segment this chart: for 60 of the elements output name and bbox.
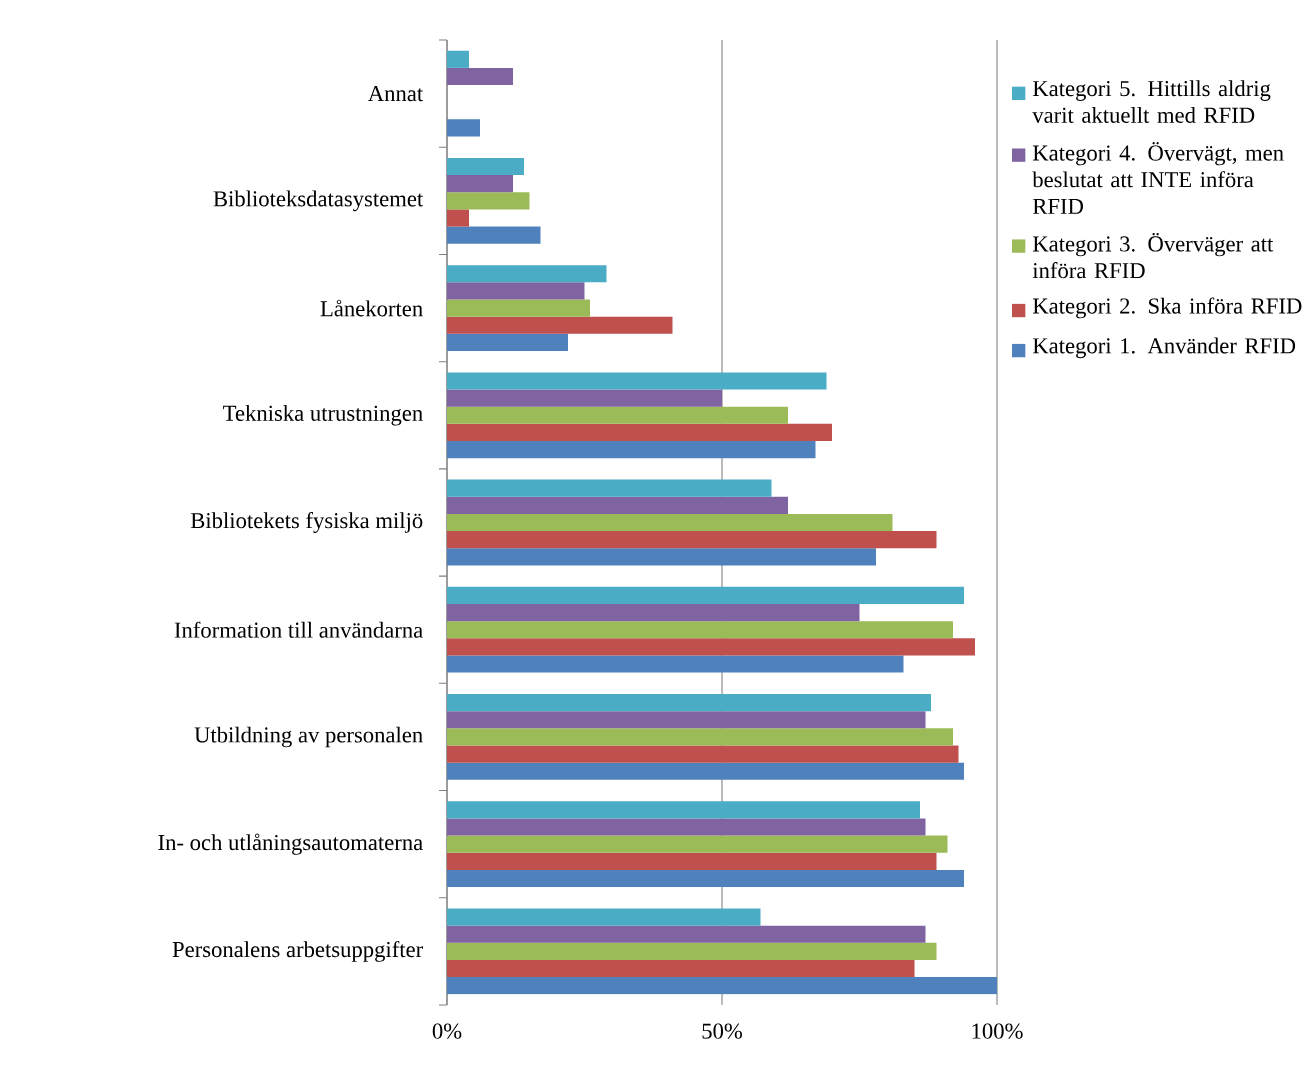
bar	[447, 745, 959, 763]
y-tick-label: Information till användarna	[174, 621, 423, 638]
bar	[447, 869, 965, 888]
bar	[447, 496, 788, 514]
y-tick-label: Personalens arbetsuppgifter	[172, 940, 423, 962]
bar	[447, 299, 591, 317]
y-tick-label: Biblioteksdatasystemet	[213, 190, 424, 212]
legend-label: Kategori 1. Använder RFID	[1032, 337, 1296, 359]
legend-label: Kategori 2. Ska införa RFID	[1032, 297, 1302, 319]
bar	[447, 67, 513, 86]
legend-label: Kategori 4. Övervägt, men beslutat att INTE införa RFID	[1032, 142, 1284, 214]
bar	[447, 209, 469, 227]
y-tick-label: In- och utlåningsautomaterna	[158, 833, 423, 855]
bar	[447, 638, 975, 656]
x-tick-label: 50%	[702, 1023, 743, 1039]
bar	[447, 192, 530, 210]
bar	[447, 908, 761, 926]
bar	[447, 621, 954, 639]
bar	[447, 119, 480, 137]
bar	[447, 513, 893, 532]
x-tick-label: 0%	[432, 1023, 462, 1039]
bar	[447, 852, 937, 870]
y-tick-label: Utbildning av personalen	[194, 726, 423, 748]
y-tick-label: Annat	[368, 86, 424, 102]
bar	[447, 711, 926, 729]
x-tick-label: 100%	[972, 1023, 1023, 1039]
bar	[447, 333, 568, 351]
bar	[447, 50, 469, 68]
bar	[447, 959, 915, 978]
bar	[447, 316, 673, 334]
bar	[447, 389, 722, 407]
bar	[447, 925, 926, 943]
bar	[447, 423, 833, 442]
bar	[447, 548, 876, 566]
bar	[447, 531, 937, 549]
bar	[447, 372, 827, 390]
bar	[447, 603, 860, 622]
bar	[447, 226, 541, 244]
bar	[447, 801, 921, 819]
bar	[447, 977, 998, 995]
legend-label: Kategori 3. Överväger att införa RFID	[1032, 233, 1274, 279]
bar	[447, 441, 816, 459]
y-tick-label: Lånekorten	[320, 299, 423, 317]
y-tick-label: Tekniska utrustningen	[223, 404, 423, 426]
y-tick-label: Bibliotekets fysiska miljö	[190, 512, 423, 533]
legend-label: Kategori 5. Hittills aldrig varit aktuellt med RFID	[1032, 80, 1271, 123]
bar	[447, 942, 937, 960]
bar	[447, 479, 772, 497]
bar	[447, 694, 932, 712]
bar	[447, 762, 965, 780]
bar	[447, 157, 524, 176]
bar	[447, 728, 954, 746]
bar	[447, 655, 904, 673]
bar	[447, 818, 926, 836]
bar	[447, 406, 788, 424]
bar	[447, 586, 965, 604]
bar	[447, 835, 948, 853]
bar	[447, 175, 513, 193]
bar	[447, 265, 607, 283]
bar	[447, 282, 585, 300]
